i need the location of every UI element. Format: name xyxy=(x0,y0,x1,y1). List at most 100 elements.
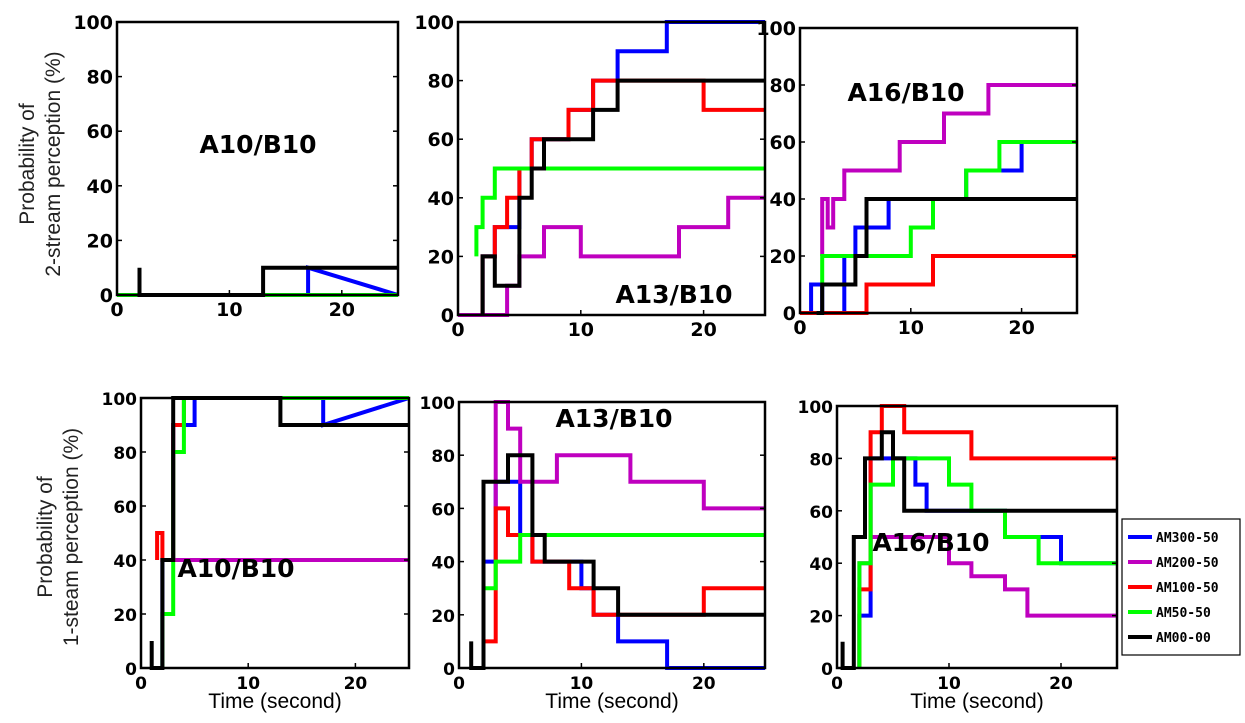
axes-frame xyxy=(139,396,411,670)
y-tick-label: 0 xyxy=(443,660,455,680)
x-tick-label: 0 xyxy=(451,319,464,341)
y-tick-label: 40 xyxy=(809,555,833,575)
x-tick-label: 20 xyxy=(1049,674,1073,694)
y-tick-label: 60 xyxy=(809,503,833,523)
series-am00-00-line xyxy=(149,396,409,670)
panel-annotation: A10/B10 xyxy=(199,130,316,159)
series-am300-50-line xyxy=(800,140,1077,315)
x-tick-label: 0 xyxy=(110,299,123,321)
axes-frame xyxy=(456,20,767,317)
legend-item: AM300-50 xyxy=(1128,531,1219,546)
series-am100-50-line xyxy=(481,506,765,668)
y-tick-label: 80 xyxy=(87,67,113,89)
legend-label: AM100-50 xyxy=(1156,581,1219,596)
legend-label: AM50-50 xyxy=(1156,606,1211,621)
series-am50-50-line xyxy=(820,140,1077,285)
y-tick-label: 40 xyxy=(113,552,137,572)
y-tick-label: 80 xyxy=(113,444,137,464)
y-tick-label: 80 xyxy=(770,75,796,97)
panel-annotation: A16/B10 xyxy=(847,78,964,107)
y-tick-label: 0 xyxy=(100,285,113,307)
x-tick-label: 0 xyxy=(453,674,465,694)
series-am300-50-line xyxy=(117,265,399,297)
series-am00-00-line xyxy=(480,78,765,315)
series-am300-50-line xyxy=(857,456,1117,668)
row-label-top: Probability of 2-stream perception (%) xyxy=(16,51,65,276)
y-tick-label: 20 xyxy=(87,230,113,252)
x-tick-label: 10 xyxy=(898,317,924,339)
x-tick-label: 10 xyxy=(568,319,594,341)
row-label-bottom: Probability of 1-steam perception (%) xyxy=(34,428,83,646)
x-tick-label: 0 xyxy=(135,674,147,694)
y-tick-label: 40 xyxy=(770,189,796,211)
series-am200-50-line xyxy=(820,83,1077,256)
y-tick-label: 60 xyxy=(770,132,796,154)
y-tick-label: 20 xyxy=(431,607,455,627)
x-tick-label: 20 xyxy=(692,674,716,694)
legend: AM300-50 AM200-50 AM100-50 AM50-50 AM00-00 xyxy=(1121,518,1241,656)
series-am00-00-line xyxy=(816,197,1077,315)
series-am50-50-line xyxy=(474,166,765,257)
row-label-bottom-line-1: Probability of xyxy=(34,476,57,598)
y-tick-label: 60 xyxy=(113,498,137,518)
series-am300-50-line xyxy=(160,396,410,668)
y-tick-label: 20 xyxy=(809,608,833,628)
x-tick-label: 10 xyxy=(937,674,961,694)
y-tick-label: 60 xyxy=(431,500,455,520)
legend-item: AM50-50 xyxy=(1128,606,1211,621)
legend-item: AM100-50 xyxy=(1128,581,1219,596)
series-am50-50-line xyxy=(160,396,409,668)
legend-label: AM200-50 xyxy=(1156,556,1219,571)
y-tick-label: 100 xyxy=(102,390,138,410)
y-tick-label: 100 xyxy=(420,394,456,414)
y-tick-label: 0 xyxy=(441,305,454,327)
panel-1: 0 20 40 60 80 100 0 10 20 A10/B10 xyxy=(73,12,400,321)
x-tick-label: 0 xyxy=(793,317,806,339)
series-am50-50-line xyxy=(483,533,765,591)
row-label-top-line-1: Probability of xyxy=(16,103,39,225)
y-tick-label: 100 xyxy=(73,12,113,34)
x-tick-label: 20 xyxy=(690,319,716,341)
panel-annotation: A16/B10 xyxy=(872,528,989,557)
y-tick-label: 100 xyxy=(798,398,834,418)
panel-3: 0 20 40 60 80 100 0 10 20 A16/B10 xyxy=(756,18,1079,339)
y-tick-label: 40 xyxy=(431,554,455,574)
y-tick-label: 40 xyxy=(87,176,113,198)
axes-frame xyxy=(798,26,1079,315)
panel-5: 0 20 40 60 80 100 0 10 20 Time (second) A13/B10 xyxy=(420,394,767,713)
legend-item: AM00-00 xyxy=(1128,631,1211,646)
panel-annotation: A13/B10 xyxy=(555,404,672,433)
panel-2: 0 20 40 60 80 100 0 10 20 A13/B10 xyxy=(414,12,767,341)
x-axis-label: Time (second) xyxy=(910,690,1043,713)
axes-frame xyxy=(115,20,400,297)
x-tick-label: 10 xyxy=(236,674,260,694)
legend-label: AM300-50 xyxy=(1156,531,1219,546)
legend-item: AM200-50 xyxy=(1128,556,1219,571)
x-tick-label: 0 xyxy=(831,674,843,694)
y-tick-label: 80 xyxy=(428,71,454,93)
y-tick-label: 0 xyxy=(821,660,833,680)
y-tick-label: 40 xyxy=(428,188,454,210)
x-tick-label: 20 xyxy=(329,299,355,321)
y-tick-label: 0 xyxy=(783,303,796,325)
y-tick-label: 60 xyxy=(428,129,454,151)
series-am50-50-line xyxy=(857,456,1117,668)
panel-6: 0 20 40 60 80 100 0 10 20 Time (second) A16/B10 xyxy=(798,398,1119,713)
axes-frame xyxy=(835,404,1119,670)
y-tick-label: 20 xyxy=(113,606,137,626)
y-tick-label: 60 xyxy=(87,121,113,143)
row-label-bottom-line-2: 1-steam perception (%) xyxy=(60,428,83,646)
row-label-top-line-2: 2-stream perception (%) xyxy=(42,51,65,276)
x-tick-label: 10 xyxy=(570,674,594,694)
panel-annotation: A10/B10 xyxy=(177,554,294,583)
x-axis-label: Time (second) xyxy=(208,690,341,713)
legend-label: AM00-00 xyxy=(1156,631,1211,646)
x-tick-label: 20 xyxy=(1008,317,1034,339)
y-tick-label: 100 xyxy=(414,12,454,34)
y-tick-label: 80 xyxy=(431,447,455,467)
x-axis-label: Time (second) xyxy=(545,690,678,713)
y-tick-label: 0 xyxy=(125,660,137,680)
x-tick-label: 10 xyxy=(216,299,242,321)
x-tick-label: 20 xyxy=(344,674,368,694)
